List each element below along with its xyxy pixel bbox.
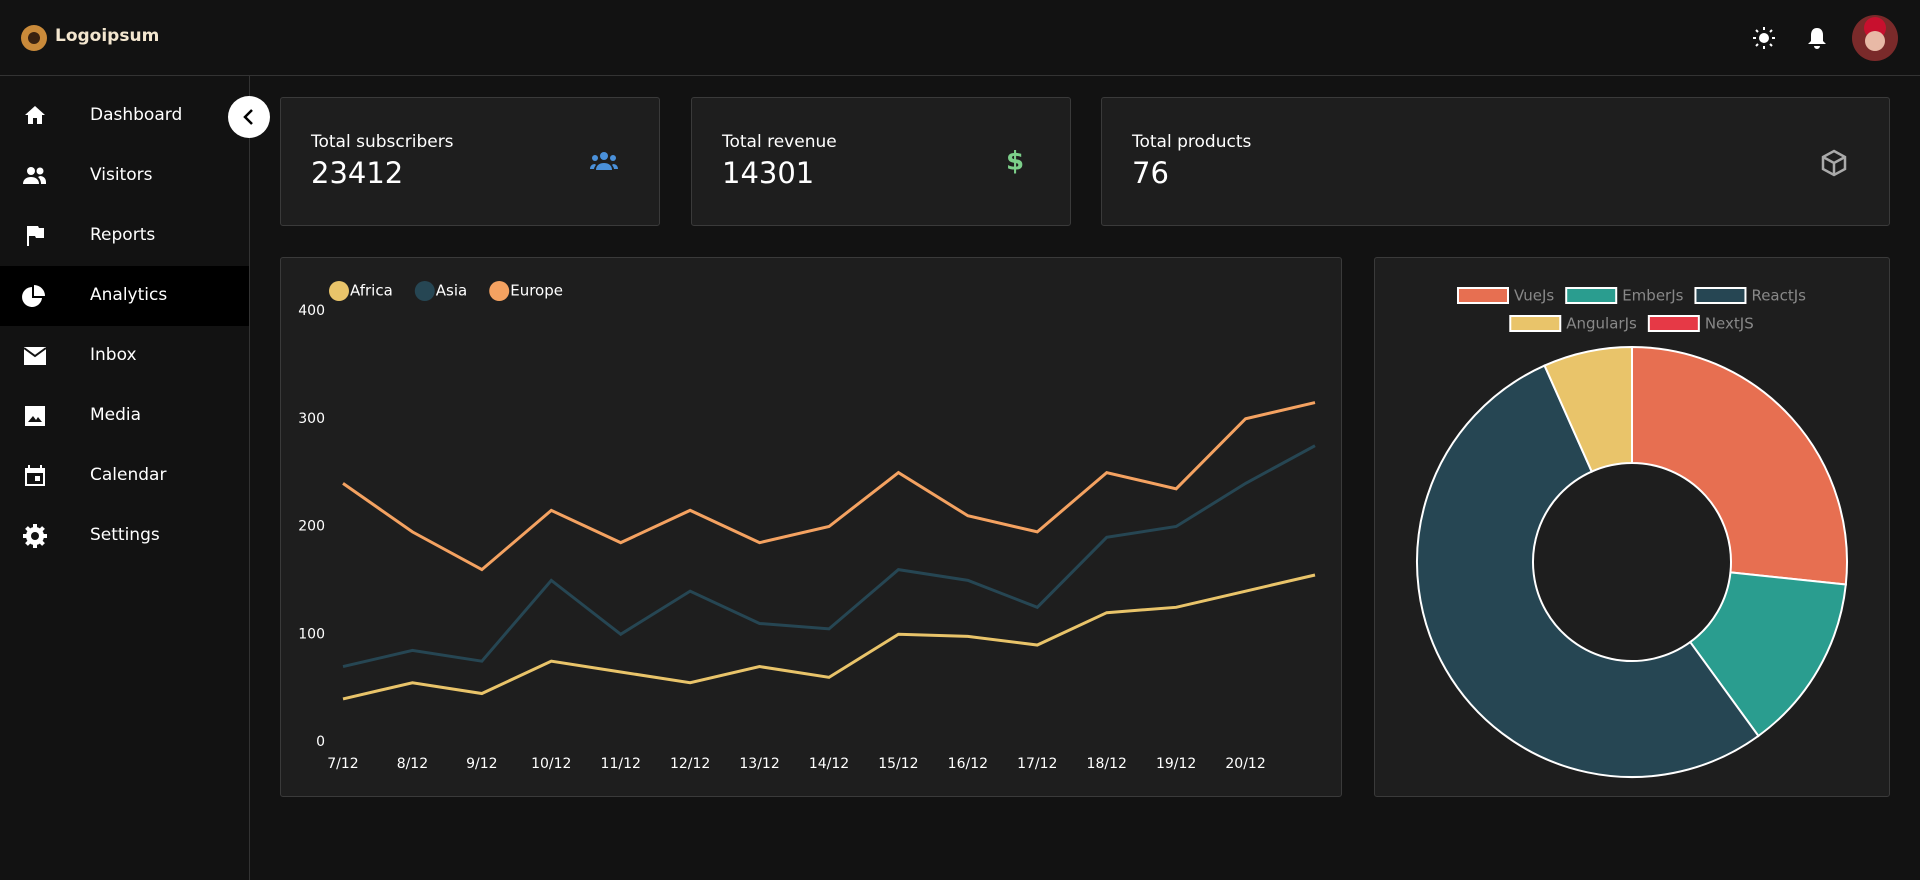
stat-icon xyxy=(1821,149,1847,177)
x-tick-label: 7/12 xyxy=(327,756,358,772)
sidebar: Dashboard Visitors Reports Analytics Inbox Me… xyxy=(0,76,250,880)
nav-icon xyxy=(25,406,45,426)
y-tick-label: 400 xyxy=(298,303,325,319)
x-tick-label: 20/12 xyxy=(1225,756,1265,772)
line-series xyxy=(342,444,1316,669)
legend-label: ReactJs xyxy=(1751,287,1806,305)
x-tick-label: 10/12 xyxy=(531,756,571,772)
x-tick-label: 15/12 xyxy=(878,756,918,772)
stat-icon: $ xyxy=(1006,148,1024,177)
nav-icon xyxy=(23,347,47,365)
y-tick-label: 200 xyxy=(298,519,325,535)
stat-label: Total subscribers xyxy=(311,132,454,152)
stat-card: Total subscribers 23412 xyxy=(280,97,660,226)
legend-swatch xyxy=(329,281,349,301)
nav-item[interactable]: Visitors xyxy=(0,146,249,206)
legend-label: VueJs xyxy=(1514,287,1554,305)
legend-swatch xyxy=(1694,287,1747,304)
svg-text:$: $ xyxy=(1006,148,1024,177)
legend-label: EmberJs xyxy=(1622,287,1683,305)
nav-item[interactable]: Settings xyxy=(0,506,249,566)
nav-label: Settings xyxy=(90,525,160,545)
legend-swatch xyxy=(489,281,510,301)
nav-icon xyxy=(27,226,44,246)
header: Logoipsum xyxy=(0,0,1920,76)
y-tick-label: 100 xyxy=(298,626,325,642)
legend-swatch xyxy=(1647,315,1700,332)
nav-item[interactable]: Media xyxy=(0,386,249,446)
legend-label: NextJS xyxy=(1705,315,1754,333)
doughnut-panel: VueJs EmberJs ReactJs AngularJs NextJS xyxy=(1374,257,1890,797)
x-tick-label: 18/12 xyxy=(1087,756,1127,772)
y-tick-label: 300 xyxy=(298,411,325,427)
legend-swatch xyxy=(1456,287,1509,304)
nav-label: Calendar xyxy=(90,465,167,485)
x-tick-label: 12/12 xyxy=(670,756,710,772)
stat-value: 23412 xyxy=(311,156,404,190)
stat-value: 76 xyxy=(1132,156,1169,190)
logo-icon xyxy=(21,25,47,51)
x-tick-label: 13/12 xyxy=(739,756,779,772)
nav-item[interactable]: Dashboard xyxy=(0,86,249,146)
x-tick-label: 9/12 xyxy=(466,756,497,772)
doughnut-chart: VueJs EmberJs ReactJs AngularJs NextJS xyxy=(1416,287,1848,778)
line-series xyxy=(342,573,1316,701)
collapse-button[interactable] xyxy=(227,95,271,139)
x-tick-label: 8/12 xyxy=(397,756,428,772)
stat-label: Total products xyxy=(1132,132,1252,152)
legend-swatch xyxy=(1565,287,1618,304)
stat-card: Total products 76 xyxy=(1101,97,1890,226)
legend-swatch xyxy=(1509,315,1562,332)
x-tick-label: 17/12 xyxy=(1017,756,1057,772)
nav-label: Analytics xyxy=(90,285,168,305)
doughnut-slice xyxy=(1416,364,1760,778)
stat-card: Total revenue 14301 $ xyxy=(691,97,1071,226)
nav-label: Reports xyxy=(90,225,156,245)
stat-value: 14301 xyxy=(722,156,815,190)
stat-label: Total revenue xyxy=(722,132,837,152)
brand[interactable]: Logoipsum xyxy=(55,26,160,46)
nav-label: Inbox xyxy=(90,345,137,365)
nav-icon xyxy=(25,106,45,124)
x-tick-label: 14/12 xyxy=(809,756,849,772)
nav-label: Visitors xyxy=(90,165,153,185)
nav-item[interactable]: Inbox xyxy=(0,326,249,386)
notifications[interactable] xyxy=(1806,26,1828,50)
x-tick-label: 11/12 xyxy=(601,756,641,772)
stat-icon xyxy=(590,152,618,170)
y-tick-label: 0 xyxy=(316,734,325,750)
legend-label: Europe xyxy=(510,282,563,300)
line-panel: 0 100 200 300 400 7/12 8/12 9/12 10/12 11/12 12/12… xyxy=(280,257,1342,797)
nav-icon xyxy=(25,465,45,486)
legend-label: AngularJs xyxy=(1566,315,1637,333)
legend-label: Asia xyxy=(436,282,467,300)
nav-item[interactable]: Calendar xyxy=(0,446,249,506)
legend-swatch xyxy=(414,281,435,301)
nav-label: Media xyxy=(90,405,142,425)
nav-item[interactable]: Analytics xyxy=(0,266,249,326)
line-chart: 0 100 200 300 400 7/12 8/12 9/12 10/12 11/12 12/12… xyxy=(298,281,1316,772)
nav-label: Dashboard xyxy=(90,105,183,125)
nav-icon xyxy=(22,285,45,307)
line-series xyxy=(342,401,1316,572)
nav-item[interactable]: Reports xyxy=(0,206,249,266)
nav-icon xyxy=(23,524,47,548)
x-tick-label: 16/12 xyxy=(948,756,988,772)
nav-icon xyxy=(23,167,46,184)
doughnut-slice xyxy=(1631,345,1848,586)
avatar[interactable] xyxy=(1851,14,1899,62)
legend-label: Africa xyxy=(350,282,393,300)
x-tick-label: 19/12 xyxy=(1156,756,1196,772)
theme-toggle[interactable] xyxy=(1752,26,1776,50)
